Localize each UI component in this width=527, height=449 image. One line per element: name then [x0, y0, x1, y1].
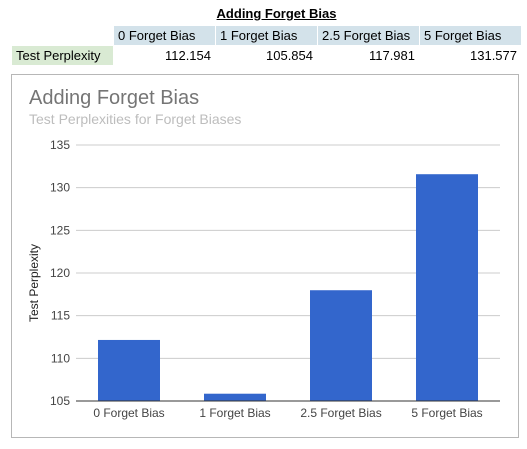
header-cell-2[interactable]: 2.5 Forget Bias	[317, 25, 420, 46]
value-cell-0[interactable]: 112.154	[113, 45, 216, 66]
y-axis-label: Test Perplexity	[27, 244, 41, 322]
x-tick-label-2: 2.5 Forget Bias	[300, 406, 381, 420]
bar-chart[interactable]: Adding Forget Bias Test Perplexities for…	[11, 74, 519, 438]
bar-0[interactable]	[98, 339, 160, 401]
chart-canvas: Adding Forget Bias Test Perplexities for…	[27, 87, 500, 420]
corner-cell[interactable]	[11, 25, 114, 46]
y-tick-label-110: 110	[51, 351, 70, 365]
y-tick-label-135: 135	[50, 138, 70, 152]
chart-title: Adding Forget Bias	[29, 87, 199, 109]
value-cell-2[interactable]: 117.981	[317, 45, 420, 66]
x-tick-label-1: 1 Forget Bias	[199, 406, 270, 420]
row-label-cell[interactable]: Test Perplexity	[11, 45, 114, 66]
value-cell-3[interactable]: 131.577	[419, 45, 522, 66]
value-cell-1[interactable]: 105.854	[215, 45, 318, 66]
bars	[76, 174, 500, 402]
gridlines: 105 110 115 120 125 130 135	[50, 138, 500, 408]
x-tick-label-3: 5 Forget Bias	[411, 406, 482, 420]
y-tick-label-120: 120	[50, 266, 70, 280]
header-cell-3[interactable]: 5 Forget Bias	[419, 25, 522, 46]
y-tick-label-125: 125	[50, 223, 70, 237]
y-tick-label-130: 130	[50, 181, 70, 195]
header-cell-0[interactable]: 0 Forget Bias	[113, 25, 216, 46]
y-tick-label-115: 115	[51, 309, 70, 323]
y-tick-label-105: 105	[50, 394, 70, 408]
data-table: 0 Forget Bias 1 Forget Bias 2.5 Forget B…	[11, 25, 522, 66]
sheet-title: Adding Forget Bias	[216, 6, 337, 21]
header-cell-1[interactable]: 1 Forget Bias	[215, 25, 318, 46]
header-row: 0 Forget Bias 1 Forget Bias 2.5 Forget B…	[11, 25, 522, 46]
x-tick-label-0: 0 Forget Bias	[93, 406, 164, 420]
bar-2[interactable]	[310, 290, 372, 401]
chart-subtitle: Test Perplexities for Forget Biases	[29, 111, 241, 127]
x-tick-labels: 0 Forget Bias 1 Forget Bias 2.5 Forget Bia…	[93, 406, 482, 420]
bar-3[interactable]	[416, 174, 478, 401]
bar-1[interactable]	[204, 393, 266, 401]
value-row: Test Perplexity 112.154 105.854 117.981 …	[11, 45, 522, 66]
